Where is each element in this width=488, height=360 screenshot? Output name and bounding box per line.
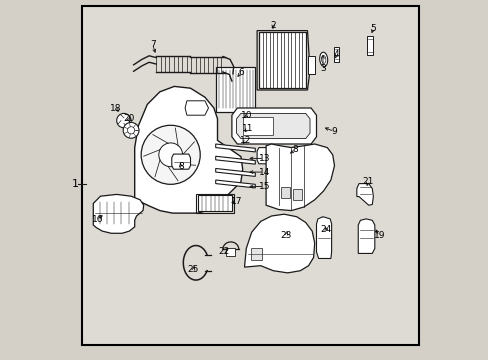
Text: 6: 6 xyxy=(238,68,244,77)
Text: 21: 21 xyxy=(362,177,373,186)
Circle shape xyxy=(117,113,131,128)
Text: 11: 11 xyxy=(241,124,253,133)
Polygon shape xyxy=(280,187,289,198)
Text: 3: 3 xyxy=(320,64,325,73)
Text: 5: 5 xyxy=(370,24,375,33)
Text: 2: 2 xyxy=(270,21,276,30)
Polygon shape xyxy=(216,67,255,112)
Text: 8: 8 xyxy=(292,145,298,153)
Text: 20: 20 xyxy=(122,113,134,122)
Polygon shape xyxy=(225,248,235,256)
Polygon shape xyxy=(171,154,190,169)
Text: 25: 25 xyxy=(187,266,199,274)
Text: 10: 10 xyxy=(240,111,251,120)
Text: 4: 4 xyxy=(333,50,338,59)
Text: 8: 8 xyxy=(178,162,183,171)
Polygon shape xyxy=(243,117,273,135)
Polygon shape xyxy=(257,148,275,164)
Polygon shape xyxy=(93,194,143,233)
Circle shape xyxy=(123,122,139,138)
Ellipse shape xyxy=(321,55,325,63)
Text: 16: 16 xyxy=(92,215,103,224)
Ellipse shape xyxy=(319,52,327,67)
Text: 23: 23 xyxy=(280,231,291,240)
Polygon shape xyxy=(215,168,255,176)
Polygon shape xyxy=(197,195,231,211)
Polygon shape xyxy=(215,180,255,188)
Polygon shape xyxy=(316,217,331,258)
Polygon shape xyxy=(358,219,374,253)
Text: 24: 24 xyxy=(320,225,331,234)
Polygon shape xyxy=(215,156,255,164)
Polygon shape xyxy=(250,248,261,260)
Text: 22: 22 xyxy=(218,247,229,256)
Polygon shape xyxy=(236,113,309,139)
Circle shape xyxy=(159,143,182,167)
Text: 13: 13 xyxy=(258,154,269,163)
Text: 15: 15 xyxy=(258,182,269,191)
Polygon shape xyxy=(265,144,334,211)
Circle shape xyxy=(127,127,134,134)
Polygon shape xyxy=(231,108,316,144)
Text: 9: 9 xyxy=(331,127,337,136)
Polygon shape xyxy=(258,32,305,88)
Polygon shape xyxy=(215,144,255,152)
Polygon shape xyxy=(185,101,208,115)
Polygon shape xyxy=(244,214,314,273)
Ellipse shape xyxy=(140,151,151,170)
Text: 18: 18 xyxy=(110,104,122,112)
Polygon shape xyxy=(307,56,314,74)
Circle shape xyxy=(141,125,200,184)
Text: 7: 7 xyxy=(149,40,155,49)
Text: 12: 12 xyxy=(240,136,251,145)
Text: 1: 1 xyxy=(72,179,79,189)
Polygon shape xyxy=(134,86,242,213)
Polygon shape xyxy=(356,184,373,205)
Polygon shape xyxy=(333,47,338,62)
Text: 19: 19 xyxy=(373,231,385,240)
Text: 14: 14 xyxy=(258,167,269,176)
Polygon shape xyxy=(366,36,373,55)
Polygon shape xyxy=(292,189,302,200)
Text: 17: 17 xyxy=(230,197,242,206)
